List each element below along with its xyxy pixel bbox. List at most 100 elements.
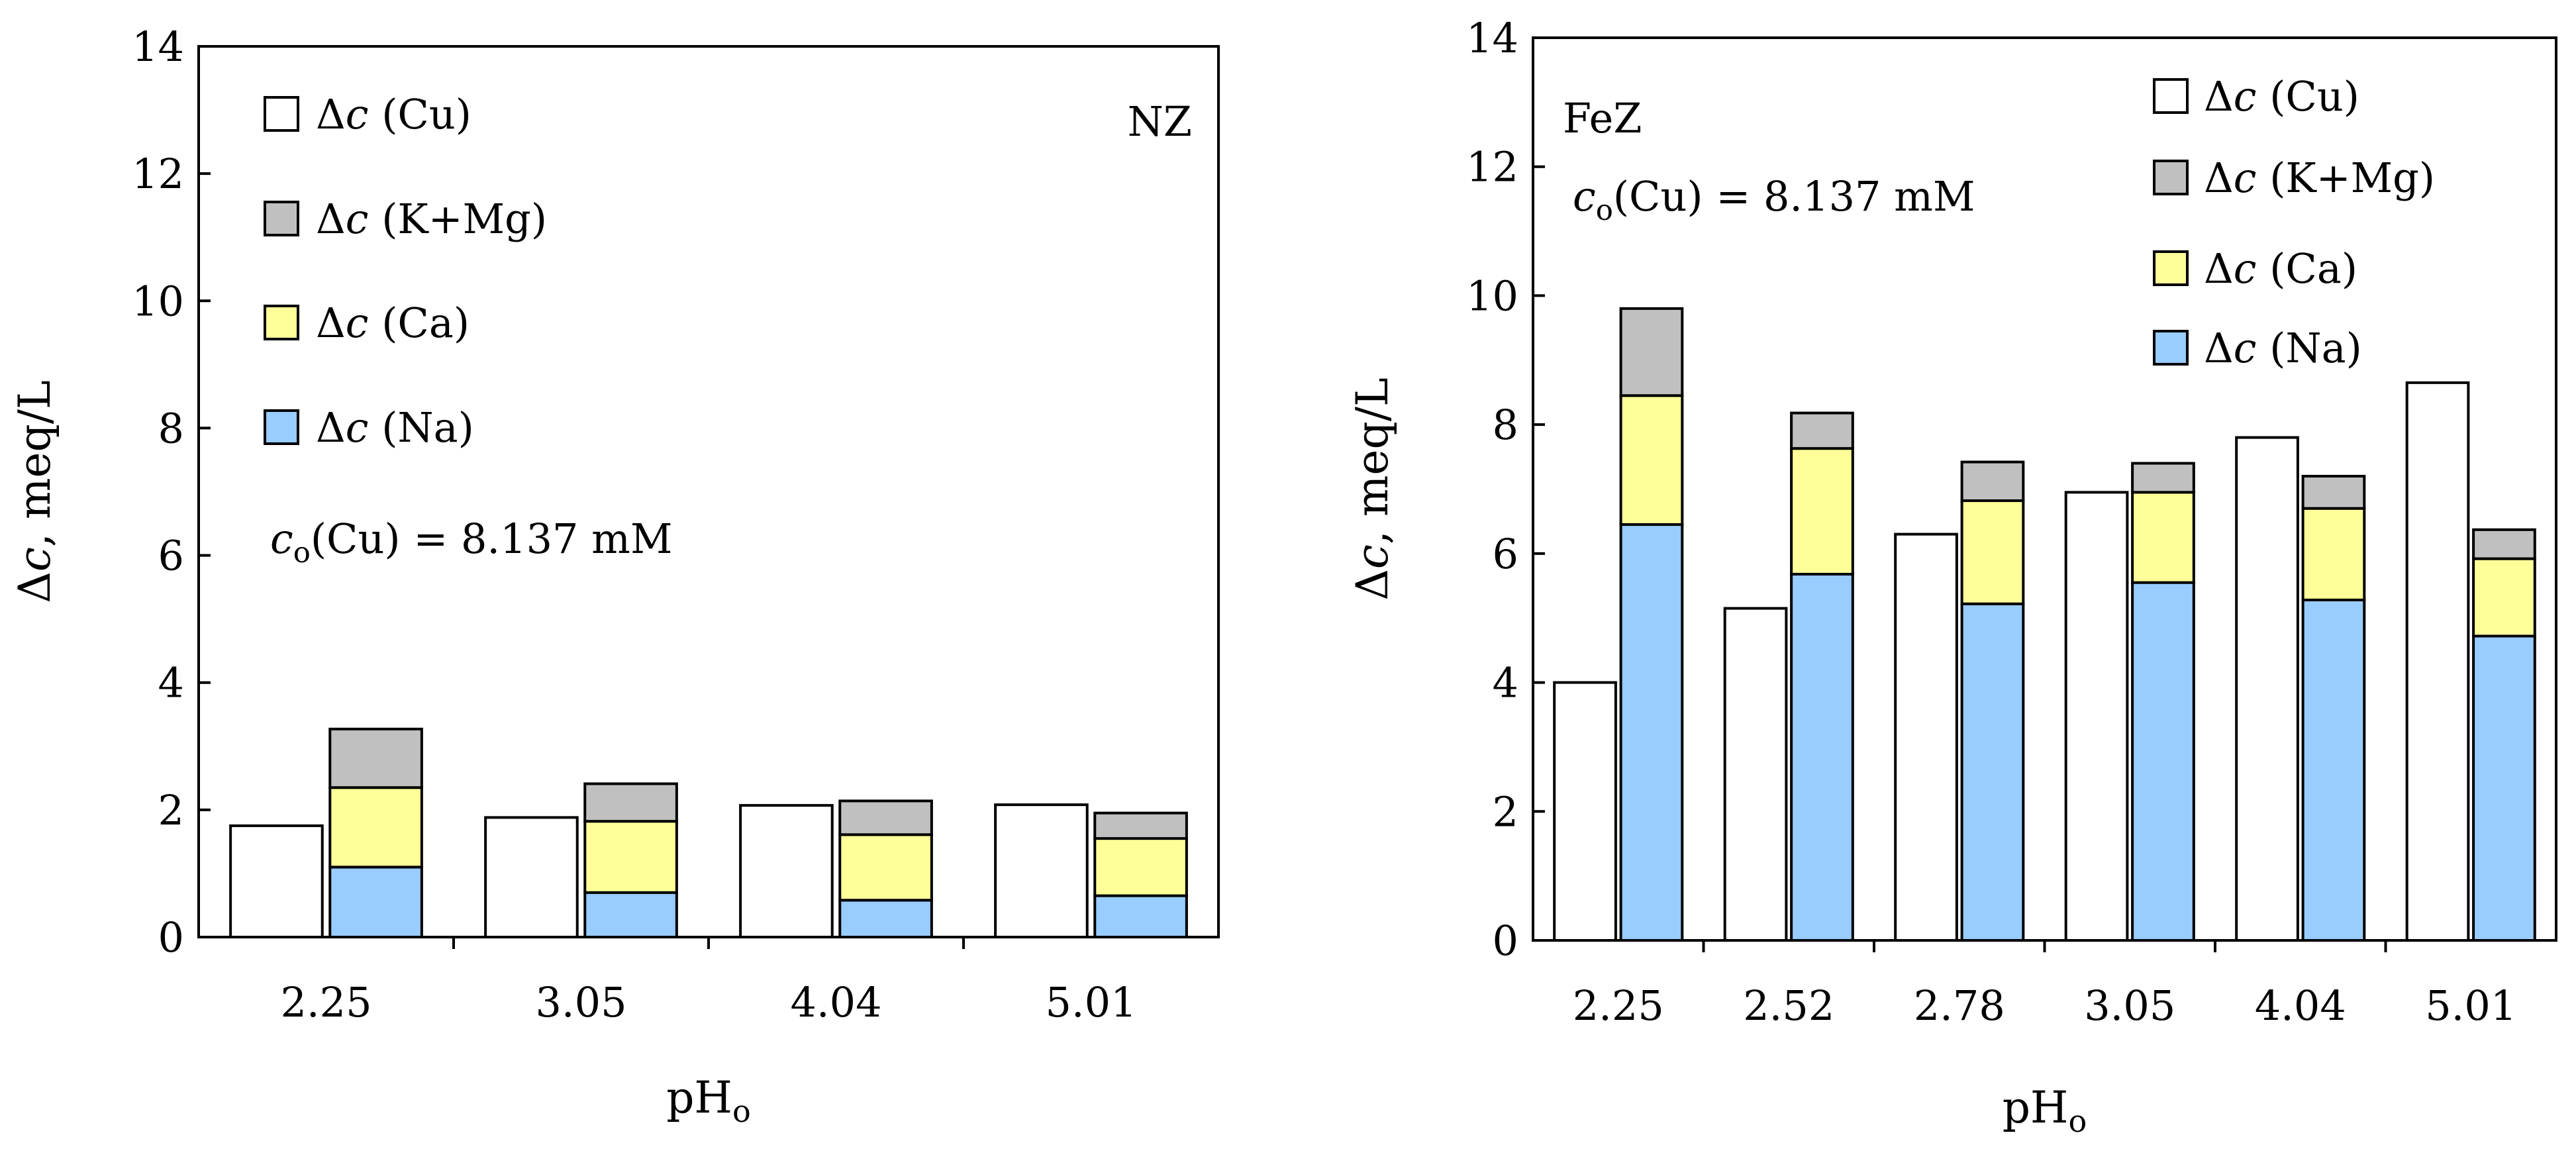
x-axis-label-main: pH	[666, 1072, 732, 1123]
y-tick-label: 0	[158, 913, 184, 962]
bar-na	[2301, 598, 2366, 942]
bar-ca	[1619, 394, 1684, 526]
legend-swatch-kmg	[264, 201, 299, 236]
bar-na	[1619, 523, 1684, 942]
x-tick-label: 2.52	[1743, 981, 1834, 1030]
x-axis-label: pHo	[666, 1072, 751, 1129]
bar-ca	[2131, 491, 2195, 584]
bar-na	[838, 899, 933, 938]
legend-text: (Ca)	[2257, 244, 2358, 293]
legend-var: c	[2234, 244, 2257, 293]
y-axis-label-var: c	[1347, 544, 1398, 569]
legend: Δc (Cu)Δc (K+Mg)Δc (Ca)Δc (Na)	[2153, 72, 2435, 372]
x-tick-label: 3.05	[2084, 981, 2175, 1030]
bar-ca	[2301, 507, 2366, 601]
bar-cu	[2235, 436, 2299, 942]
y-tick-label: 6	[1493, 530, 1518, 578]
legend-swatch-na	[2153, 330, 2189, 366]
y-tick-label: 8	[158, 404, 184, 452]
bar-kmg	[2301, 475, 2366, 510]
bar-na	[583, 891, 678, 938]
legend-delta: Δ	[316, 195, 346, 243]
legend-swatch-kmg	[2153, 160, 2189, 195]
bar-cu	[1553, 681, 1617, 942]
bar-cu	[1723, 607, 1788, 942]
x-tick-label: 3.05	[535, 978, 626, 1026]
y-axis-label-delta: Δ	[9, 572, 60, 603]
legend-text: (Na)	[2257, 324, 2362, 372]
bar-kmg	[1960, 460, 2025, 503]
bar-cu	[1894, 532, 1958, 942]
legend-text: (Na)	[369, 403, 474, 452]
legend-swatch-ca	[2153, 250, 2189, 286]
legend-label-cu: Δc (Cu)	[2204, 72, 2359, 121]
legend-label-na: Δc (Na)	[2204, 324, 2362, 372]
y-axis-label-var: c	[9, 547, 60, 572]
y-tick-label: 14	[132, 23, 184, 71]
y-axis-label-delta: Δ	[1347, 569, 1398, 601]
bar-cu	[2064, 491, 2129, 942]
y-tick-label: 14	[1466, 14, 1518, 62]
legend-label-ca: Δc (Ca)	[2204, 244, 2357, 293]
bar-kmg	[838, 799, 933, 836]
bar-ca	[2472, 557, 2536, 638]
panel-label: FeZ	[1563, 94, 1642, 142]
bar-kmg	[2131, 462, 2195, 494]
y-axis-label: Δc, meq/L	[9, 380, 60, 603]
bar-kmg	[1790, 411, 1854, 450]
y-tick-label: 12	[132, 150, 184, 198]
x-tick-label: 2.25	[280, 978, 372, 1026]
x-tick-label: 5.01	[1045, 978, 1136, 1026]
bar-ca	[583, 820, 678, 894]
x-axis-label-sub: o	[2069, 1103, 2087, 1139]
y-tick-label: 8	[1493, 401, 1518, 449]
legend-text: (Ca)	[369, 299, 470, 347]
y-tick-label: 4	[158, 659, 184, 707]
y-axis-label-unit: , meq/L	[1347, 377, 1398, 544]
legend-delta: Δ	[316, 90, 346, 138]
x-axis-label-main: pH	[2003, 1082, 2069, 1133]
legend-var: c	[2234, 154, 2257, 202]
y-axis-label: Δc, meq/L	[1347, 377, 1398, 601]
legend-var: c	[346, 299, 369, 347]
x-tick-label: 4.04	[2255, 981, 2346, 1030]
y-tick-label: 6	[158, 532, 184, 580]
concentration-annotation: co(Cu) = 8.137 mM	[1573, 172, 1975, 227]
y-tick-label: 10	[132, 277, 184, 325]
x-axis-label: pHo	[2003, 1082, 2087, 1139]
legend-text: (K+Mg)	[369, 195, 548, 243]
legend-var: c	[2234, 324, 2257, 372]
bar-ca	[1790, 447, 1854, 576]
y-tick-label: 2	[1493, 787, 1518, 836]
legend-swatch-na	[264, 409, 299, 445]
x-tick-label: 2.78	[1914, 981, 2005, 1030]
bar-ca	[328, 786, 423, 869]
annotation-var: c	[1573, 172, 1596, 221]
bar-kmg	[583, 782, 678, 823]
legend-delta: Δ	[2204, 324, 2234, 372]
x-axis-label-sub: o	[732, 1093, 751, 1129]
legend-label-kmg: Δc (K+Mg)	[2204, 154, 2435, 202]
annotation-sub: o	[1596, 194, 1613, 227]
y-tick-label: 12	[1466, 143, 1518, 191]
chart-panel-fez: 0 2 4 6 8 10 12 14 2.25 2.52 2.78 3.05 4.04 5.01 Δc (C…	[1347, 14, 2557, 1139]
legend-text: (K+Mg)	[2257, 154, 2436, 202]
annotation-sub: o	[293, 536, 311, 570]
concentration-annotation: co(Cu) = 8.137 mM	[270, 515, 672, 570]
bar-na	[2472, 634, 2536, 942]
y-tick-label: 4	[1493, 659, 1518, 707]
bar-cu	[484, 816, 579, 939]
legend-swatch-ca	[264, 305, 299, 340]
bar-kmg	[1093, 811, 1188, 840]
x-tick-label: 5.01	[2425, 981, 2516, 1030]
legend-var: c	[2234, 72, 2257, 121]
bar-cu	[229, 824, 324, 938]
bar-kmg	[2472, 528, 2536, 560]
legend-delta: Δ	[2204, 154, 2234, 202]
bar-ca	[1093, 837, 1188, 897]
annotation-var: c	[270, 515, 293, 563]
y-tick-label: 10	[1466, 272, 1518, 320]
bar-na	[1960, 602, 2025, 942]
